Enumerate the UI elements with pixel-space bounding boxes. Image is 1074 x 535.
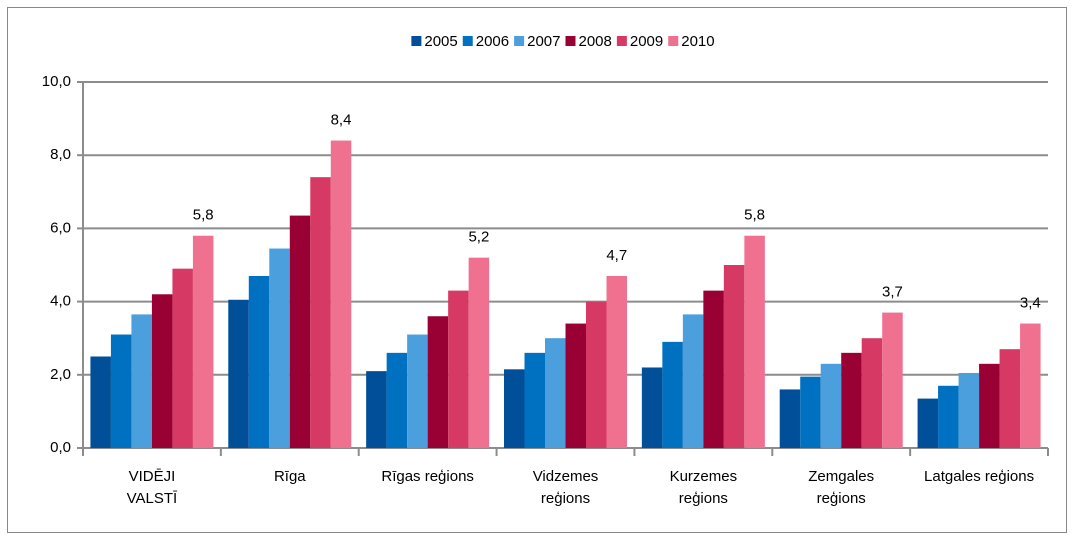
bar xyxy=(938,385,959,448)
x-tick-label: Latgales reģions xyxy=(924,468,1035,485)
bar xyxy=(386,352,408,448)
legend-swatch xyxy=(616,36,627,46)
bar xyxy=(90,356,111,448)
bar xyxy=(800,376,821,448)
bar xyxy=(682,314,704,448)
bar xyxy=(110,334,132,448)
value-label: 5,8 xyxy=(744,207,765,224)
legend-swatch xyxy=(668,36,679,46)
bar xyxy=(586,301,607,448)
bar xyxy=(248,275,270,448)
bar xyxy=(1020,323,1041,448)
bar xyxy=(820,363,842,448)
value-label: 8,4 xyxy=(331,112,352,129)
value-label: 5,2 xyxy=(468,229,489,246)
x-tick-label: Vidzemes reģions xyxy=(532,468,599,507)
bar xyxy=(779,389,801,448)
bar xyxy=(228,299,249,448)
x-tick-label: Rīga xyxy=(273,468,306,485)
bar xyxy=(999,349,1021,448)
bar xyxy=(744,235,765,448)
bar xyxy=(524,352,545,448)
bar xyxy=(606,275,627,448)
bar xyxy=(565,323,586,448)
legend-label: 2009 xyxy=(630,33,663,50)
y-tick-label: 8,0 xyxy=(50,146,71,163)
bar xyxy=(662,341,683,448)
legend-label: 2008 xyxy=(579,33,612,50)
bar xyxy=(641,367,663,448)
bar xyxy=(979,363,1000,448)
bar xyxy=(172,268,193,448)
legend-label: 2010 xyxy=(681,33,714,50)
bar xyxy=(427,316,449,448)
bar xyxy=(703,290,724,448)
bar xyxy=(269,248,290,448)
bar xyxy=(289,215,311,448)
y-tick-label: 4,0 xyxy=(50,293,71,310)
y-tick-label: 6,0 xyxy=(50,219,71,236)
bar xyxy=(192,235,214,448)
legend-swatch xyxy=(565,36,576,46)
x-tick-label: Zemgales reģions xyxy=(808,468,875,507)
value-label: 4,7 xyxy=(606,247,627,264)
legend-swatch xyxy=(411,36,422,46)
bar xyxy=(958,372,980,448)
bar xyxy=(407,334,428,448)
legend-label: 2007 xyxy=(527,33,560,50)
bar xyxy=(151,294,173,448)
bar xyxy=(330,140,352,448)
bar xyxy=(131,314,152,448)
y-tick-label: 2,0 xyxy=(50,366,71,383)
legend-label: 2005 xyxy=(424,33,457,50)
bar xyxy=(841,352,862,448)
bar xyxy=(545,338,566,448)
x-tick-label: Kurzemes reģions xyxy=(669,468,738,507)
bar xyxy=(917,398,939,448)
bar xyxy=(504,369,525,448)
value-label: 3,4 xyxy=(1020,295,1041,312)
bar xyxy=(723,265,745,448)
chart-border xyxy=(7,7,1067,533)
y-tick-label: 0,0 xyxy=(50,439,71,456)
bar xyxy=(882,312,903,448)
bar xyxy=(861,338,883,448)
bar xyxy=(366,371,387,448)
legend-swatch xyxy=(514,36,525,46)
legend-label: 2006 xyxy=(476,33,509,50)
y-tick-label: 10,0 xyxy=(42,73,71,90)
bar xyxy=(310,177,331,448)
value-label: 5,8 xyxy=(193,207,214,224)
legend-swatch xyxy=(462,36,473,46)
x-tick-label: Rīgas reģions xyxy=(381,468,474,485)
bar xyxy=(448,290,469,448)
value-label: 3,7 xyxy=(882,284,903,301)
bar xyxy=(468,257,490,448)
x-tick-label: VIDĒJI VALSTĪ xyxy=(126,468,178,507)
